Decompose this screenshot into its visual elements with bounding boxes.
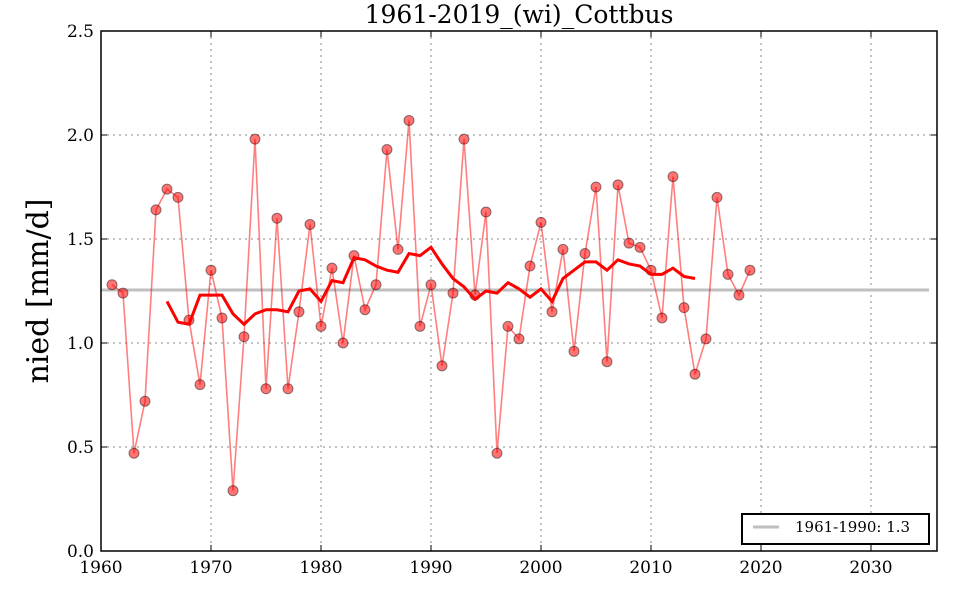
data-point-1964 [139,395,151,407]
data-point-1989 [414,320,426,332]
data-point-2005 [590,181,602,193]
data-point-2017 [722,268,734,280]
data-point-2008 [623,237,635,249]
data-point-1995 [480,206,492,218]
data-point-2014 [689,368,701,380]
legend-box [741,513,930,545]
data-point-1990 [425,279,437,291]
data-point-1998 [513,333,525,345]
legend-label-baseline: 1961-1990: 1.3 [795,518,910,536]
data-point-2004 [579,248,591,260]
legend: 1961-1990: 1.3 [741,513,930,545]
series-layer [106,114,756,497]
data-point-2016 [711,191,723,203]
data-point-2007 [612,179,624,191]
y-tick-label: 1.5 [67,230,94,250]
data-point-1965 [150,204,162,216]
data-point-1969 [194,379,206,391]
moving-average-line [165,245,696,327]
data-point-1982 [337,337,349,349]
data-point-2009 [634,241,646,253]
data-point-2013 [678,302,690,314]
data-point-2015 [700,333,712,345]
y-tick-label: 1.0 [67,334,94,354]
data-point-2018 [733,289,745,301]
data-point-1979 [304,218,316,230]
data-point-1976 [271,212,283,224]
data-point-1967 [172,191,184,203]
data-point-1986 [381,144,393,156]
data-point-2002 [557,243,569,255]
data-point-1985 [370,279,382,291]
x-tick-label: 2010 [629,558,672,578]
y-axis-label: nied [mm/d] [21,198,56,383]
data-point-2003 [568,345,580,357]
x-tick-label: 2030 [849,558,892,578]
ticks: 1960 1970 1980 1990 2000 2010 2020 2030 0.0 0.5 1.… [67,22,937,578]
data-point-1999 [524,260,536,272]
x-tick-label: 1960 [79,558,122,578]
y-tick-label: 2.5 [67,22,94,42]
data-point-1988 [403,114,415,126]
data-point-2001 [546,306,558,318]
y-tick-label: 0.0 [67,542,94,562]
data-point-1973 [238,331,250,343]
y-tick-label: 0.5 [67,438,94,458]
data-point-1972 [227,485,239,497]
y-tick-label: 2.0 [67,126,94,146]
x-tick-label: 1980 [299,558,342,578]
data-point-1966 [161,183,173,195]
x-tick-label: 2020 [739,558,782,578]
x-tick-label: 1990 [409,558,452,578]
data-point-1991 [436,360,448,372]
data-point-2011 [656,312,668,324]
data-point-1975 [260,383,272,395]
plot-frame [100,30,938,552]
data-point-2019 [744,264,756,276]
data-point-1997 [502,320,514,332]
data-point-1996 [491,447,503,459]
data-point-1961 [106,279,118,291]
data-point-1977 [282,383,294,395]
data-point-1987 [392,243,404,255]
data-point-1992 [447,287,459,299]
data-point-1963 [128,447,140,459]
x-tick-label: 2000 [519,558,562,578]
data-point-1984 [359,304,371,316]
axes-layer [100,30,938,552]
data-point-2000 [535,216,547,228]
data-point-1971 [216,312,228,324]
data-point-1962 [117,287,129,299]
chart-title: 1961-2019_(wi)_Cottbus [365,0,674,29]
data-point-1980 [315,320,327,332]
data-point-1974 [249,133,261,145]
data-point-2006 [601,356,613,368]
x-tick-label: 1970 [189,558,232,578]
data-point-1978 [293,306,305,318]
data-point-1993 [458,133,470,145]
data-point-1970 [205,264,217,276]
data-point-2012 [667,171,679,183]
data-point-1981 [326,262,338,274]
